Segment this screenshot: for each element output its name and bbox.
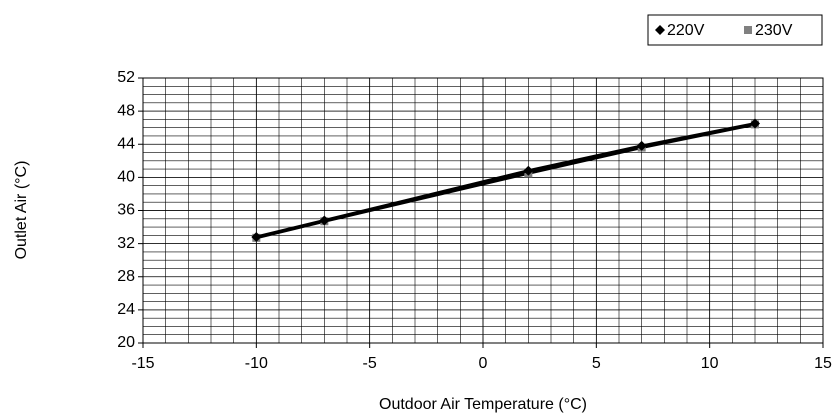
marker	[750, 118, 760, 129]
y-tick-label: 52	[117, 69, 135, 86]
plot-border	[142, 77, 824, 344]
y-tick-label: 36	[117, 202, 135, 219]
x-tick-label: -15	[131, 355, 154, 372]
y-tick-label: 48	[117, 102, 135, 119]
x-tick-label: 0	[479, 355, 488, 372]
y-tick-label: 20	[117, 334, 135, 351]
legend-marker	[655, 25, 665, 35]
y-tick-label: 28	[117, 268, 135, 285]
x-tick-label: 10	[701, 355, 719, 372]
x-axis-title: Outdoor Air Temperature (°C)	[379, 396, 587, 413]
legend-marker	[744, 26, 752, 34]
y-tick-label: 24	[117, 301, 135, 318]
y-axis-title: Outlet Air (°C)	[13, 161, 30, 260]
x-tick-label: 15	[814, 355, 832, 372]
x-tick-label: 5	[592, 355, 601, 372]
x-tick-label: -5	[363, 355, 377, 372]
legend-label: 220V	[667, 22, 705, 39]
legend-label: 230V	[755, 22, 793, 39]
marker	[251, 232, 262, 242]
marker	[523, 165, 534, 176]
legend: 220V 230V	[647, 14, 823, 46]
legend-box	[647, 14, 823, 46]
x-tick-label: -10	[245, 355, 268, 372]
marker	[636, 140, 647, 151]
y-tick-label: 32	[117, 235, 135, 252]
y-tick-label: 40	[117, 169, 135, 186]
marker	[319, 215, 330, 226]
y-tick-label: 44	[117, 135, 135, 152]
